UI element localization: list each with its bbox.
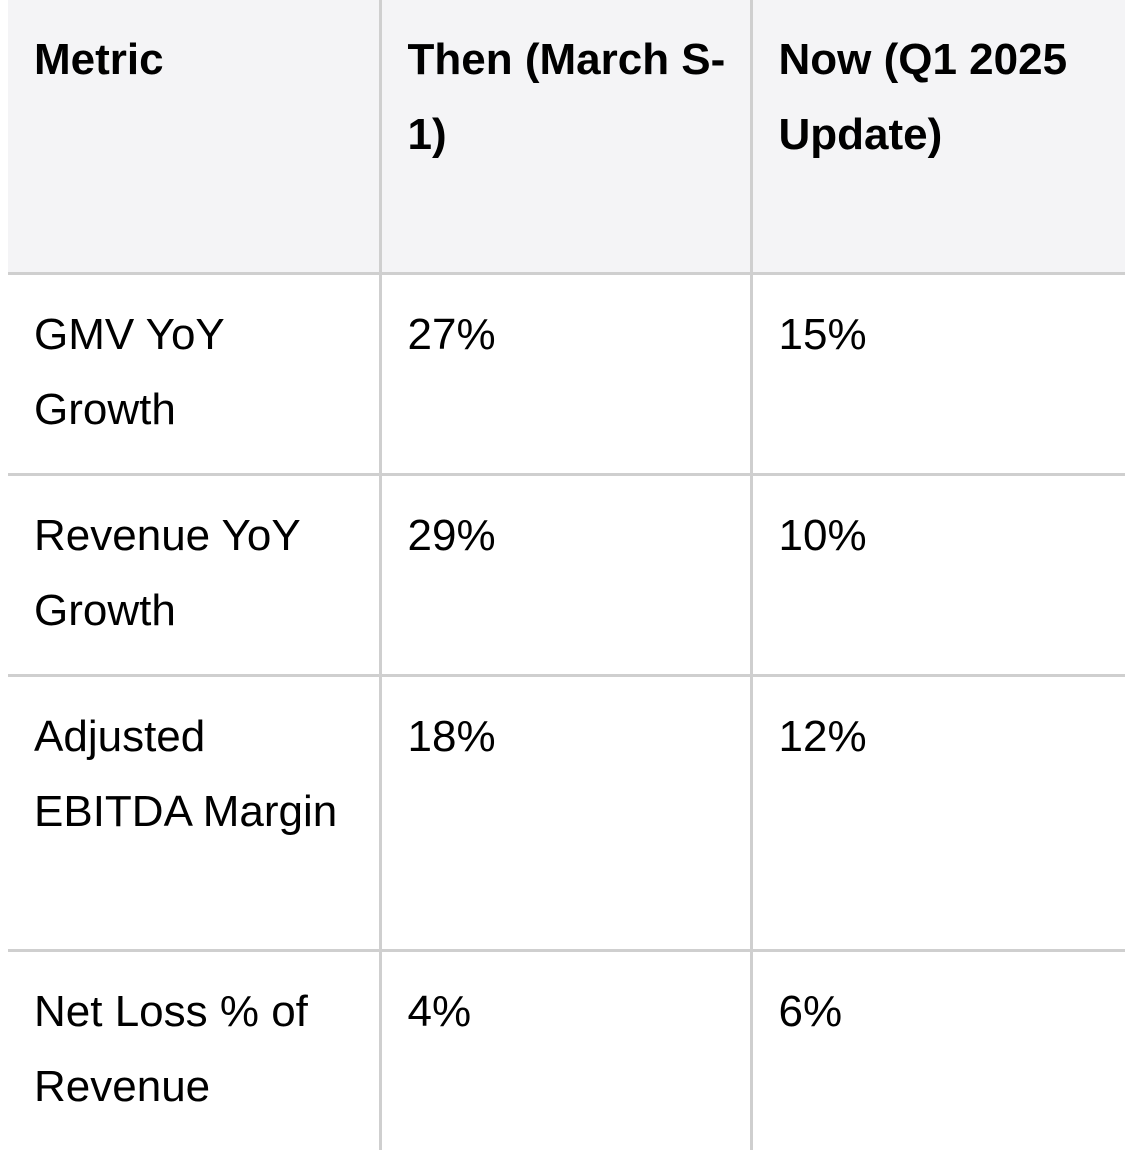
metric-cell: GMV YoY Growth	[8, 273, 382, 476]
now-value-cell: 15%	[751, 273, 1125, 476]
table-row: GMV YoY Growth 27% 15%	[8, 273, 1125, 476]
header-row: Metric Then (March S-1) Now (Q1 2025 Upd…	[8, 0, 1125, 275]
table-row: Adjusted EBITDA Margin 18% 12%	[8, 675, 1125, 952]
then-value-cell: 27%	[380, 273, 753, 476]
table-body: GMV YoY Growth 27% 15% Revenue YoY Growt…	[8, 273, 1125, 1150]
table-row: Revenue YoY Growth 29% 10%	[8, 474, 1125, 677]
now-value-cell: 6%	[778, 986, 843, 1036]
metric-cell: Net Loss % of Revenue	[8, 950, 382, 1150]
now-value-cell: 10%	[751, 474, 1125, 677]
metric-cell: Revenue YoY Growth	[8, 474, 382, 677]
table-header: Metric Then (March S-1) Now (Q1 2025 Upd…	[8, 0, 1125, 275]
header-metric: Metric	[8, 0, 382, 275]
header-then: Then (March S-1)	[380, 0, 753, 275]
metric-cell: Adjusted EBITDA Margin	[8, 675, 382, 952]
then-value-cell: 18%	[380, 675, 753, 952]
then-value-cell: 4%	[380, 950, 753, 1150]
comparison-table-container: Metric Then (March S-1) Now (Q1 2025 Upd…	[8, 0, 1125, 1150]
then-value-cell: 29%	[380, 474, 753, 677]
header-now: Now (Q1 2025 Update)	[751, 0, 1125, 275]
table-row: Net Loss % of Revenue 4% 6%	[8, 950, 1125, 1150]
metrics-comparison-table: Metric Then (March S-1) Now (Q1 2025 Upd…	[8, 0, 1125, 1150]
now-value-cell: 12%	[751, 675, 1125, 952]
